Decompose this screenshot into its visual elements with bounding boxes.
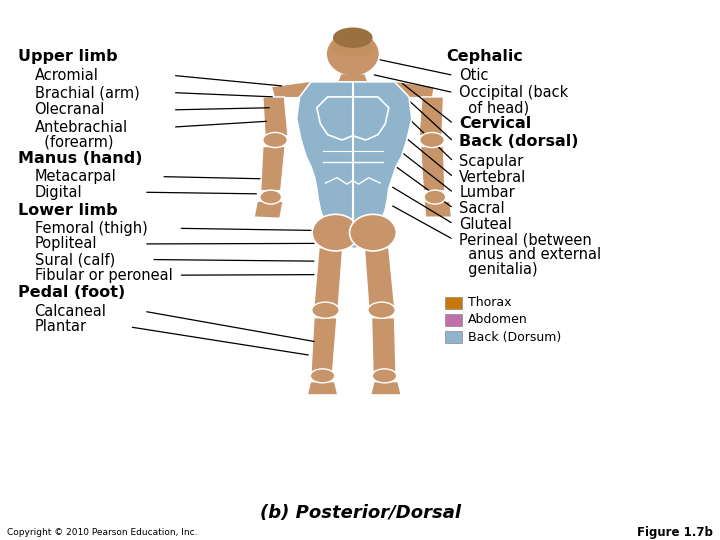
- Polygon shape: [308, 382, 337, 394]
- Polygon shape: [338, 75, 367, 82]
- Text: Lumbar: Lumbar: [459, 185, 515, 200]
- Text: Thorax: Thorax: [468, 296, 511, 309]
- Text: Back (dorsal): Back (dorsal): [459, 134, 579, 149]
- Polygon shape: [261, 146, 285, 191]
- Polygon shape: [255, 202, 282, 218]
- FancyBboxPatch shape: [445, 296, 462, 308]
- Text: Occipital (back: Occipital (back: [459, 85, 569, 100]
- Ellipse shape: [327, 32, 379, 76]
- Text: Acromial: Acromial: [35, 68, 99, 83]
- Text: Digital: Digital: [35, 185, 82, 200]
- Ellipse shape: [312, 302, 339, 318]
- Polygon shape: [364, 248, 395, 306]
- Ellipse shape: [312, 214, 359, 251]
- Polygon shape: [425, 202, 451, 217]
- Ellipse shape: [263, 132, 287, 147]
- Ellipse shape: [260, 190, 282, 204]
- Text: Calcaneal: Calcaneal: [35, 303, 107, 319]
- Text: Perineal (between: Perineal (between: [459, 232, 592, 247]
- Ellipse shape: [424, 190, 446, 204]
- Ellipse shape: [420, 132, 444, 147]
- Text: Lower limb: Lower limb: [18, 202, 117, 218]
- Polygon shape: [420, 146, 445, 191]
- FancyBboxPatch shape: [445, 331, 462, 343]
- Text: Fibular or peroneal: Fibular or peroneal: [35, 268, 172, 282]
- Text: Vertebral: Vertebral: [459, 170, 526, 185]
- Text: Abdomen: Abdomen: [468, 313, 528, 326]
- Polygon shape: [314, 248, 343, 306]
- Text: Manus (hand): Manus (hand): [18, 151, 143, 166]
- Text: Back (Dorsum): Back (Dorsum): [468, 330, 562, 343]
- Text: Figure 1.7b: Figure 1.7b: [637, 525, 713, 538]
- Ellipse shape: [368, 302, 395, 318]
- Polygon shape: [272, 82, 311, 97]
- Text: Brachial (arm): Brachial (arm): [35, 85, 139, 100]
- Ellipse shape: [350, 214, 397, 251]
- Polygon shape: [311, 318, 337, 372]
- Text: genitalia): genitalia): [459, 262, 538, 276]
- FancyBboxPatch shape: [445, 314, 462, 326]
- Text: Metacarpal: Metacarpal: [35, 169, 117, 184]
- Text: anus and external: anus and external: [459, 247, 601, 262]
- Polygon shape: [372, 382, 400, 394]
- Ellipse shape: [331, 40, 374, 57]
- Text: Upper limb: Upper limb: [18, 49, 117, 64]
- Text: Otic: Otic: [459, 68, 489, 83]
- Ellipse shape: [372, 369, 397, 383]
- Text: Scapular: Scapular: [459, 154, 523, 169]
- Polygon shape: [263, 97, 288, 136]
- Polygon shape: [395, 82, 433, 97]
- Text: Cervical: Cervical: [459, 116, 531, 131]
- Text: Copyright © 2010 Pearson Education, Inc.: Copyright © 2010 Pearson Education, Inc.: [7, 528, 198, 537]
- Polygon shape: [297, 82, 412, 233]
- Polygon shape: [372, 318, 396, 372]
- Text: of head): of head): [459, 100, 529, 115]
- Ellipse shape: [333, 28, 373, 48]
- Ellipse shape: [310, 369, 335, 383]
- Text: Cephalic: Cephalic: [446, 49, 523, 64]
- Text: Sacral: Sacral: [459, 201, 505, 216]
- Polygon shape: [419, 97, 444, 136]
- Text: Plantar: Plantar: [35, 319, 86, 334]
- Text: Antebrachial: Antebrachial: [35, 119, 127, 134]
- Text: Olecranal: Olecranal: [35, 103, 105, 117]
- Text: Popliteal: Popliteal: [35, 237, 97, 252]
- Polygon shape: [328, 232, 378, 248]
- Text: Femoral (thigh): Femoral (thigh): [35, 221, 148, 236]
- Text: (forearm): (forearm): [35, 134, 113, 149]
- Text: Pedal (foot): Pedal (foot): [18, 286, 125, 300]
- Text: Sural (calf): Sural (calf): [35, 252, 114, 267]
- Text: (b) Posterior/Dorsal: (b) Posterior/Dorsal: [259, 504, 461, 522]
- Text: Gluteal: Gluteal: [459, 217, 512, 232]
